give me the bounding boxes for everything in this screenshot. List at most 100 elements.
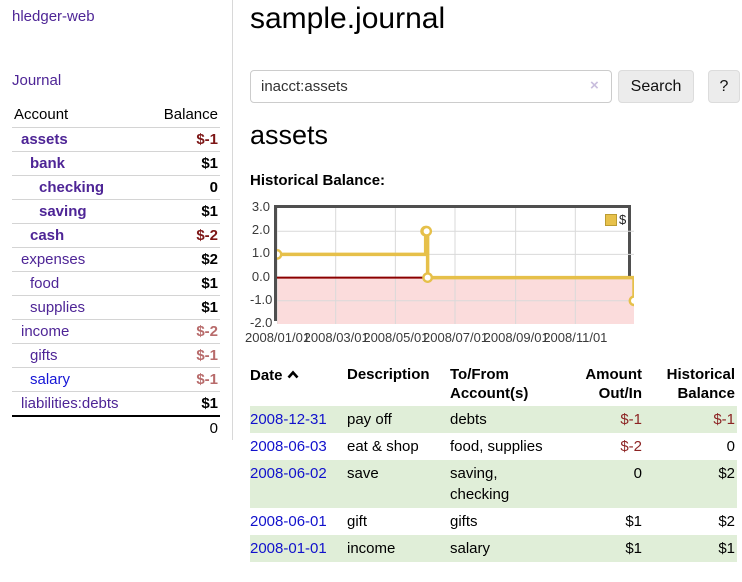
transaction-description: income bbox=[347, 535, 450, 562]
account-row: checking 0 bbox=[12, 175, 220, 200]
x-axis-tick-label: 2008/09/01 bbox=[483, 330, 549, 345]
transaction-description: gift bbox=[347, 513, 368, 530]
account-row: bank $1 bbox=[12, 151, 220, 176]
transaction-date-link[interactable]: 2008-06-03 bbox=[250, 438, 327, 455]
transaction-date-link[interactable]: 2008-06-01 bbox=[250, 513, 327, 530]
transaction-date-link[interactable]: 2008-06-02 bbox=[250, 465, 327, 482]
transaction-row: 2008-06-01 gift gifts $1 $2 bbox=[250, 508, 737, 535]
sidebar-item-journal[interactable]: Journal bbox=[12, 72, 62, 89]
transaction-row: 2008-12-31 pay off debts $-1 $-1 bbox=[250, 406, 737, 433]
account-link[interactable]: bank bbox=[30, 155, 66, 172]
account-link[interactable]: salary bbox=[30, 371, 71, 388]
register-col-date[interactable]: Date bbox=[250, 362, 347, 406]
transaction-amount: $-2 bbox=[620, 438, 642, 455]
transaction-amount: 0 bbox=[582, 460, 644, 508]
accounts-col-header: Account bbox=[14, 106, 69, 123]
transaction-balance: 0 bbox=[726, 438, 735, 455]
transaction-accounts: debts bbox=[450, 406, 582, 433]
accounts-total-balance: 0 bbox=[147, 414, 220, 440]
y-axis-tick-label: 3.0 bbox=[251, 199, 270, 214]
x-axis-tick-label: 2008/11/01 bbox=[543, 330, 608, 345]
account-balance: $1 bbox=[147, 151, 220, 176]
transaction-amount: $1 bbox=[625, 513, 642, 530]
y-axis-tick-label: 1.0 bbox=[251, 245, 270, 261]
balance-col-header: Balance bbox=[163, 106, 218, 123]
y-axis-tick-label: 0.0 bbox=[251, 268, 270, 284]
account-balance: $-2 bbox=[147, 319, 220, 344]
transaction-description: save bbox=[347, 460, 450, 508]
x-axis-tick-label: 2008/07/01 bbox=[423, 330, 489, 345]
account-link[interactable]: food bbox=[30, 275, 60, 292]
page-title: sample.journal bbox=[250, 2, 446, 35]
historical-balance-label: Historical Balance: bbox=[250, 172, 386, 189]
account-balance: $1 bbox=[147, 271, 220, 296]
account-balance: $2 bbox=[147, 247, 220, 272]
y-axis-tick-label: 2.0 bbox=[251, 222, 270, 238]
account-link[interactable]: assets bbox=[21, 131, 68, 148]
search-form: × Search ? bbox=[250, 70, 742, 104]
transaction-row: 2008-01-01 income salary $1 $1 bbox=[250, 535, 737, 562]
account-link[interactable]: saving bbox=[39, 203, 87, 220]
account-row: supplies $1 bbox=[12, 295, 220, 320]
chart-legend: $ bbox=[605, 212, 626, 227]
main-content: sample.journal × Search ? assets Histori… bbox=[245, 0, 742, 582]
register-col-description: Description bbox=[347, 366, 430, 383]
account-link[interactable]: expenses bbox=[21, 251, 86, 268]
app-title[interactable]: hledger-web bbox=[12, 8, 95, 25]
transaction-balance: $2 bbox=[718, 513, 735, 530]
account-row: expenses $2 bbox=[12, 247, 220, 272]
register-col-balance: Historical Balance bbox=[666, 366, 735, 402]
transaction-balance: $2 bbox=[644, 460, 737, 508]
x-axis-tick-label: 2008/05/01 bbox=[363, 330, 429, 345]
transaction-accounts: salary bbox=[450, 535, 582, 562]
transaction-date-link[interactable]: 2008-12-31 bbox=[250, 411, 327, 428]
account-balance: $1 bbox=[147, 295, 220, 320]
account-balance: $1 bbox=[147, 391, 220, 416]
transaction-accounts: saving, checking bbox=[450, 460, 582, 508]
transaction-accounts: food, supplies bbox=[450, 438, 543, 455]
transaction-accounts: gifts bbox=[450, 513, 478, 530]
account-balance: 0 bbox=[147, 175, 220, 200]
account-link[interactable]: supplies bbox=[30, 299, 86, 316]
transaction-amount: $1 bbox=[582, 535, 644, 562]
register-col-accounts: To/From Account(s) bbox=[450, 366, 529, 402]
search-button[interactable]: Search bbox=[618, 70, 694, 103]
x-axis-tick-label: 2008/03/01 bbox=[303, 330, 369, 345]
clear-search-icon[interactable]: × bbox=[590, 77, 599, 94]
transaction-row: 2008-06-02 save saving, checking 0 $2 bbox=[250, 460, 737, 508]
account-heading: assets bbox=[250, 120, 329, 150]
series-label: $ bbox=[619, 212, 627, 227]
transaction-row: 2008-06-03 eat & shop food, supplies $-2… bbox=[250, 433, 737, 460]
chart-canvas bbox=[277, 208, 634, 324]
transaction-description: eat & shop bbox=[347, 438, 419, 455]
search-input[interactable] bbox=[250, 70, 612, 103]
accounts-total-row: 0 bbox=[12, 414, 220, 440]
y-axis-tick-label: -2.0 bbox=[250, 315, 273, 330]
transaction-balance: $1 bbox=[644, 535, 737, 562]
account-link[interactable]: cash bbox=[30, 227, 65, 244]
historical-balance-chart[interactable]: 3.0 2.0 1.0 0.0 -1.0 -2.0 2008/01/01 2008/03/01… bbox=[245, 199, 742, 352]
y-axis-tick-label: -1.0 bbox=[250, 291, 273, 307]
transaction-description: pay off bbox=[347, 406, 450, 433]
transaction-amount: $-1 bbox=[582, 406, 644, 433]
account-row: food $1 bbox=[12, 271, 220, 296]
account-row: liabilities:debts $1 bbox=[12, 391, 220, 416]
transaction-balance: $-1 bbox=[644, 406, 737, 433]
sidebar: hledger-web Journal Account Balance asse… bbox=[0, 0, 233, 440]
x-axis-tick-label: 2008/01/01 bbox=[245, 330, 311, 345]
account-balance: $-1 bbox=[147, 343, 220, 368]
account-row: saving $1 bbox=[12, 199, 220, 224]
transaction-date-link[interactable]: 2008-01-01 bbox=[250, 540, 327, 557]
account-link[interactable]: checking bbox=[39, 179, 105, 196]
account-row: salary $-1 bbox=[12, 367, 220, 392]
account-link[interactable]: gifts bbox=[30, 347, 58, 364]
help-button[interactable]: ? bbox=[708, 70, 740, 103]
chart-plot-area[interactable] bbox=[274, 205, 634, 324]
account-link[interactable]: income bbox=[21, 323, 70, 340]
account-balance: $-1 bbox=[147, 127, 220, 152]
register-table: Date Description To/From Account(s) Amou… bbox=[250, 362, 737, 562]
sort-ascending-icon bbox=[287, 365, 299, 384]
account-balance: $1 bbox=[147, 199, 220, 224]
account-balance: $-2 bbox=[147, 223, 220, 248]
account-link[interactable]: liabilities:debts bbox=[21, 394, 119, 412]
